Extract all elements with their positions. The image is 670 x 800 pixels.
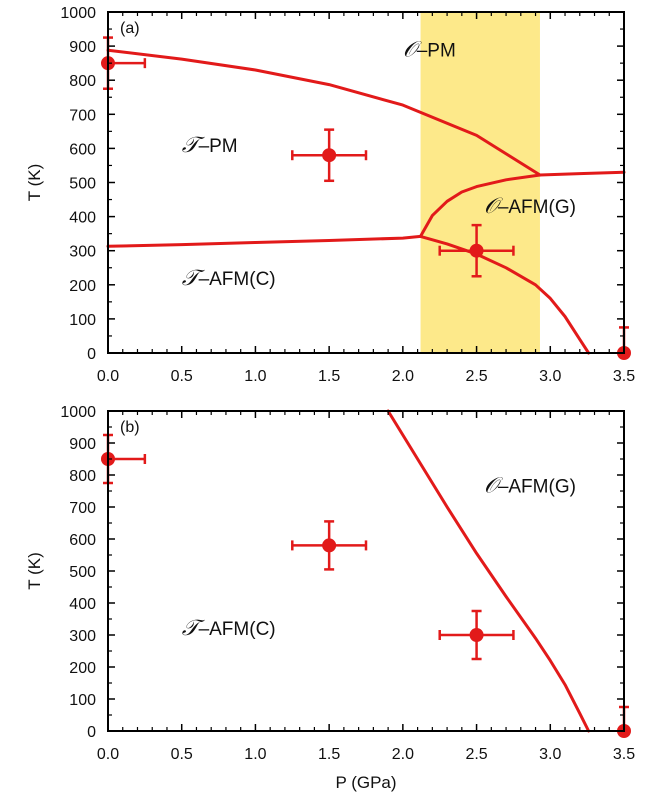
y-tick-label: 1000 bbox=[60, 404, 96, 421]
x-tick-label: 3.5 bbox=[613, 746, 635, 763]
data-point-group-3 bbox=[438, 223, 515, 278]
y-tick-label: 300 bbox=[69, 628, 96, 645]
data-point-marker bbox=[322, 538, 337, 553]
y-tick-label: 600 bbox=[69, 532, 96, 549]
region-label-t-afm-c: 𝒯–AFM(C) bbox=[182, 616, 276, 641]
panel-b: 0 100 200 300 400 500 600 700 800 900 1000 0.0 0.5 1.… bbox=[25, 404, 635, 792]
y-tick-label: 700 bbox=[69, 500, 96, 517]
y-tick-label: 0 bbox=[87, 724, 96, 741]
phase-boundary-line-1 bbox=[386, 409, 591, 733]
region-label-o-afm-g: 𝒪–AFM(G) bbox=[484, 474, 576, 499]
data-point-group-2 bbox=[291, 128, 368, 183]
x-tick-label: 1.5 bbox=[318, 746, 340, 763]
phase-boundary-line-3 bbox=[106, 234, 422, 248]
x-tick-label: 0.5 bbox=[171, 368, 193, 385]
phase-boundary-line-4 bbox=[419, 173, 542, 238]
panel-label: (b) bbox=[120, 419, 140, 436]
x-tick-label: 0.0 bbox=[97, 746, 119, 763]
x-tick-label: 1.0 bbox=[244, 368, 266, 385]
y-tick-label: 100 bbox=[69, 692, 96, 709]
x-tick-label: 3.5 bbox=[613, 368, 635, 385]
region-label-text: –PM bbox=[417, 40, 456, 61]
y-tick-label: 700 bbox=[69, 107, 96, 124]
y-tick-label: 500 bbox=[69, 176, 96, 193]
x-axis-title: P (GPa) bbox=[335, 773, 396, 792]
data-point-marker bbox=[469, 243, 484, 258]
x-tick-label: 2.0 bbox=[392, 368, 414, 385]
shaded-band bbox=[420, 12, 540, 353]
y-tick-label: 200 bbox=[69, 278, 96, 295]
region-label-o-afm-g: 𝒪–AFM(G) bbox=[484, 194, 576, 219]
region-label-t-afm-c: 𝒯–AFM(C) bbox=[182, 266, 276, 291]
panel-label: (a) bbox=[120, 20, 140, 37]
y-tick-label: 0 bbox=[87, 346, 96, 363]
region-label-text: –AFM(G) bbox=[498, 477, 576, 498]
y-tick-label: 900 bbox=[69, 39, 96, 56]
x-tick-label: 0.0 bbox=[97, 368, 119, 385]
y-tick-label: 900 bbox=[69, 436, 96, 453]
x-tick-label: 1.5 bbox=[318, 368, 340, 385]
region-label-text: –AFM(G) bbox=[498, 197, 576, 218]
y-tick-label: 1000 bbox=[60, 5, 96, 22]
phase-boundary-line-2 bbox=[538, 170, 626, 177]
plot-frame bbox=[107, 410, 625, 732]
y-tick-label: 300 bbox=[69, 244, 96, 261]
phase-boundary-line-5 bbox=[419, 234, 591, 355]
data-point-marker bbox=[322, 148, 337, 163]
data-point-group-2 bbox=[291, 520, 368, 571]
phase-boundary-line-1 bbox=[106, 48, 542, 177]
x-tick-label: 1.0 bbox=[244, 746, 266, 763]
y-tick-label: 100 bbox=[69, 312, 96, 329]
y-tick-label: 800 bbox=[69, 73, 96, 90]
y-tick-label: 500 bbox=[69, 564, 96, 581]
x-tick-label: 3.0 bbox=[539, 368, 561, 385]
region-label-o-pm: 𝒪–PM bbox=[403, 37, 456, 62]
x-tick-label: 2.5 bbox=[465, 368, 487, 385]
y-tick-label: 400 bbox=[69, 210, 96, 227]
region-label-t-pm: 𝒯–PM bbox=[182, 133, 238, 158]
x-tick-label: 2.0 bbox=[392, 746, 414, 763]
y-tick-label: 600 bbox=[69, 141, 96, 158]
y-tick-label: 400 bbox=[69, 596, 96, 613]
y-axis-title: T (K) bbox=[25, 164, 44, 201]
x-tick-label: 0.5 bbox=[171, 746, 193, 763]
y-tick-label: 800 bbox=[69, 468, 96, 485]
y-axis-title: T (K) bbox=[25, 552, 44, 589]
x-tick-label: 3.0 bbox=[539, 746, 561, 763]
x-tick-label: 2.5 bbox=[465, 746, 487, 763]
y-tick-label: 200 bbox=[69, 660, 96, 677]
region-label-text: –AFM(C) bbox=[199, 269, 276, 290]
plot-frame bbox=[107, 11, 625, 354]
panel-a: 0 100 200 300 400 500 600 700 800 900 1000 0.0 0.5 1.… bbox=[25, 5, 635, 385]
region-label-text: –AFM(C) bbox=[199, 619, 276, 640]
region-label-text: –PM bbox=[199, 136, 238, 157]
data-point-marker bbox=[469, 628, 484, 642]
data-point-group-3 bbox=[438, 609, 515, 661]
